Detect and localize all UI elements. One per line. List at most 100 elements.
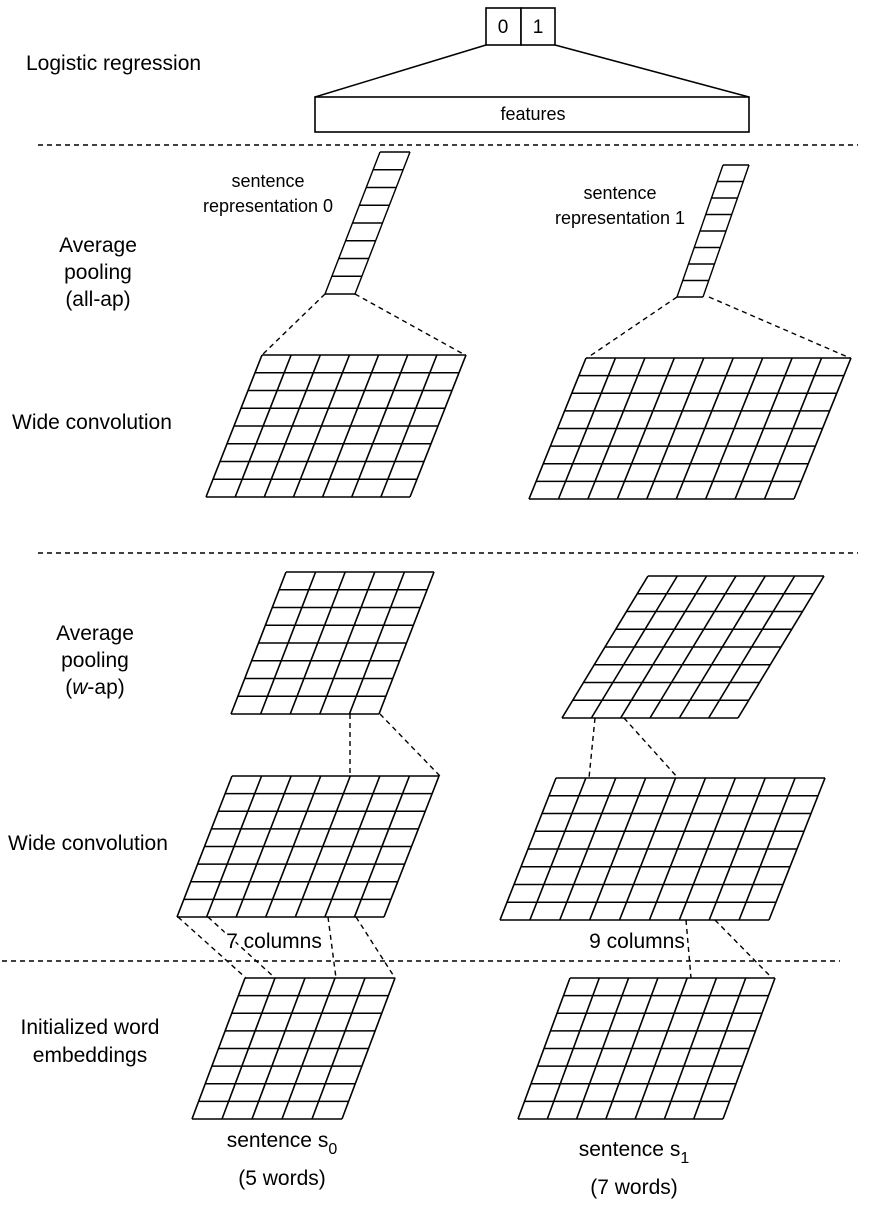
sentence-rep-0-label-1: sentence — [231, 171, 304, 191]
grid-column-line — [176, 775, 233, 918]
w-ap-right-grid — [561, 575, 825, 719]
grid-column-line — [587, 357, 646, 500]
grid-column-line — [383, 775, 440, 918]
columns-label-left: 7 columns — [226, 930, 322, 953]
grid-column-line — [409, 354, 467, 498]
grid-column-line — [264, 775, 322, 918]
layer-label-all-ap-1: Average — [59, 234, 137, 257]
connector-lines — [177, 293, 851, 979]
conn-wap-right-a — [588, 717, 596, 779]
grid-column-line — [529, 777, 587, 921]
layer-label-all-ap-2: pooling — [64, 261, 132, 284]
grid-column-line — [353, 775, 411, 918]
features-box — [314, 96, 750, 133]
grid-column-line — [324, 775, 381, 918]
grid-column-line — [499, 777, 557, 921]
grid-column-line — [708, 777, 766, 921]
layer-label-w-ap-1: Average — [56, 622, 134, 645]
grid-column-line — [763, 357, 823, 500]
output-cell-1 — [520, 7, 556, 46]
grid-column-line — [707, 575, 796, 719]
grid-column-line — [289, 571, 346, 715]
layer-label-all-ap-3: (all-ap) — [65, 288, 130, 311]
grid-column-line — [235, 775, 292, 918]
grid-column-line — [221, 977, 276, 1120]
fan-line-left — [314, 44, 487, 98]
grid-column-line — [575, 977, 630, 1120]
sentence-rep-1-label-2: representation 1 — [555, 208, 685, 228]
fan-line-right — [554, 44, 750, 98]
grid-column-line — [618, 777, 677, 921]
grid-column-line — [281, 977, 336, 1120]
grid-column-line — [517, 977, 571, 1120]
conn-emb-left-b — [207, 916, 276, 979]
sentence-representation-0-vector — [324, 151, 411, 295]
grid-column-line — [557, 357, 617, 500]
grid-column-line — [590, 575, 679, 719]
embeddings-right-grid — [517, 977, 776, 1120]
grid-column-line — [251, 977, 306, 1120]
grid-column-line — [702, 164, 750, 298]
grid-column-line — [648, 777, 707, 921]
wide-conv-1-right-grid — [499, 777, 826, 921]
wide-conv-1-left-grid — [176, 775, 440, 918]
conn-rep1-left — [586, 296, 678, 359]
conn-emb-right-b — [714, 919, 773, 979]
conn-wap-left-b — [379, 713, 441, 777]
grid-column-line — [649, 575, 737, 719]
layer-label-w-ap-2: pooling — [61, 649, 129, 672]
sentence-s1-caption: sentence s1 — [579, 1138, 690, 1167]
grid-column-line — [546, 977, 601, 1120]
grid-column-line — [205, 775, 263, 918]
output-cell-0-label: 0 — [498, 17, 509, 38]
grid-column-line — [348, 571, 406, 715]
grid-column-line — [704, 357, 764, 500]
conn-emb-left-a — [177, 916, 247, 979]
wide-conv-2-left-grid — [205, 354, 467, 498]
conn-emb-left-d — [355, 916, 396, 979]
grid-column-line — [678, 777, 737, 921]
grid-column-line — [722, 977, 776, 1120]
output-cell-1-label: 1 — [533, 17, 544, 38]
grid-column-line — [311, 977, 366, 1120]
grid-column-line — [737, 575, 825, 719]
grid-column-line — [559, 777, 617, 921]
sentence-s1-words: (7 words) — [590, 1176, 678, 1199]
grid-column-line — [324, 151, 381, 295]
sentence-s0-caption: sentence s0 — [227, 1129, 338, 1158]
grid-column-line — [616, 357, 676, 500]
layer-label-w-ap-3: (w-ap) — [65, 676, 125, 699]
layer-label-wide-conv-upper: Wide convolution — [12, 411, 172, 434]
grid-column-line — [675, 357, 734, 500]
output-vector: 0 1 — [485, 7, 556, 46]
grid-column-line — [605, 977, 659, 1120]
grid-column-line — [678, 575, 767, 719]
sentence-s0-words: (5 words) — [238, 1167, 326, 1190]
output-cell-0 — [485, 7, 522, 46]
sentence-representation-1-vector — [676, 164, 750, 298]
grid-column-line — [234, 354, 292, 498]
sentence-rep-1-label-1: sentence — [583, 183, 656, 203]
features-label: features — [500, 104, 565, 124]
layer-label-embeddings-1: Initialized word — [21, 1016, 160, 1039]
grid-column-line — [378, 571, 435, 715]
grid-column-line — [321, 354, 380, 498]
grid-column-line — [692, 977, 747, 1120]
grid-column-line — [341, 977, 396, 1120]
grid-column-line — [634, 977, 688, 1120]
conn-rep1-right — [708, 296, 851, 359]
grid-column-line — [561, 575, 649, 719]
grid-column-line — [793, 357, 852, 500]
grid-column-line — [292, 354, 351, 498]
grid-column-line — [350, 354, 409, 498]
grid-column-line — [259, 571, 317, 715]
grid-column-line — [319, 571, 376, 715]
grid-column-line — [380, 354, 438, 498]
columns-label-right: 9 columns — [589, 930, 685, 953]
conn-rep0-left — [261, 293, 326, 356]
wide-conv-2-right-grid — [528, 357, 852, 500]
conn-emb-right-a — [685, 919, 692, 979]
layer-label-wide-conv-lower: Wide convolution — [8, 832, 168, 855]
sentence-rep-0-label-2: representation 0 — [203, 196, 333, 216]
